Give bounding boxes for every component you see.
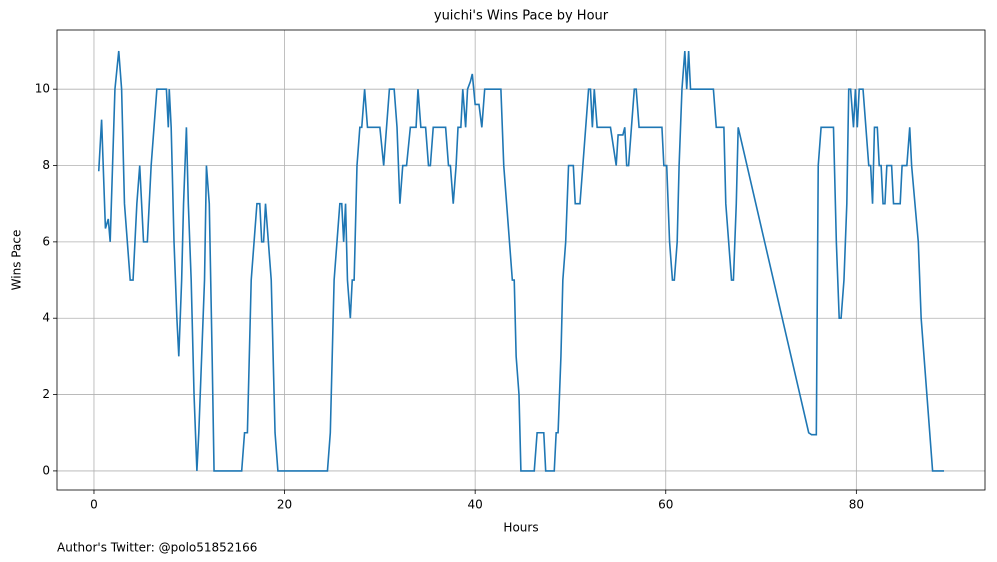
chart-title: yuichi's Wins Pace by Hour <box>434 9 609 24</box>
y-tick-label: 0 <box>42 463 50 477</box>
y-axis-label: Wins Pace <box>10 230 24 291</box>
y-tick-label: 6 <box>42 234 50 248</box>
x-axis-label: Hours <box>503 521 538 535</box>
y-tick-label: 2 <box>42 387 50 401</box>
x-tick-label: 20 <box>277 498 292 512</box>
plot-frame <box>56 29 986 491</box>
x-tick-label: 80 <box>849 498 864 512</box>
x-tick-label: 40 <box>468 498 483 512</box>
data-line <box>97 50 945 472</box>
footnote: Author's Twitter: @polo51852166 <box>57 541 257 555</box>
x-tick-label: 0 <box>90 498 98 512</box>
x-tick-label: 60 <box>658 498 673 512</box>
y-tick-label: 10 <box>35 82 50 96</box>
y-tick-label: 8 <box>42 158 50 172</box>
y-tick-label: 4 <box>42 311 50 325</box>
